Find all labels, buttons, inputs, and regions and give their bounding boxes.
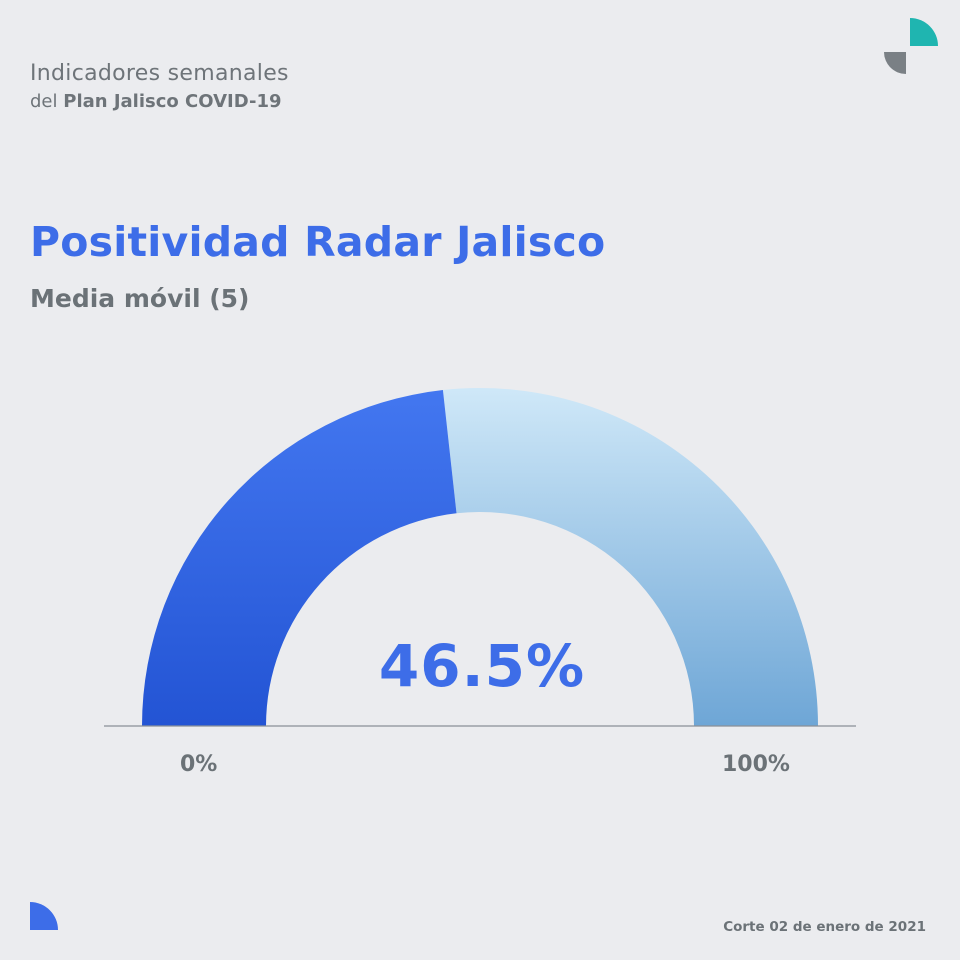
corner-quarter-icon <box>30 902 58 930</box>
gauge-remaining-arc <box>442 388 818 726</box>
gauge-max-label: 100% <box>722 752 790 777</box>
gauge-value-arc <box>142 390 457 726</box>
header: Indicadores semanales del Plan Jalisco C… <box>30 60 289 116</box>
logo-teal-quarter <box>910 18 938 46</box>
gauge-min-label: 0% <box>180 752 218 777</box>
header-plan-name: Plan Jalisco COVID-19 <box>63 91 282 112</box>
logo-gray-quarter <box>884 52 906 74</box>
cutoff-date: Corte 02 de enero de 2021 <box>723 919 926 935</box>
header-line-1: Indicadores semanales <box>30 61 289 86</box>
chart-title: Positividad Radar Jalisco <box>30 218 606 266</box>
plan-jalisco-logo-icon <box>884 18 938 74</box>
header-line-2-prefix: del <box>30 91 58 112</box>
header-line-2: del Plan Jalisco COVID-19 <box>30 88 289 116</box>
gauge-value-label: 46.5% <box>378 632 586 700</box>
chart-subtitle: Media móvil (5) <box>30 284 250 313</box>
